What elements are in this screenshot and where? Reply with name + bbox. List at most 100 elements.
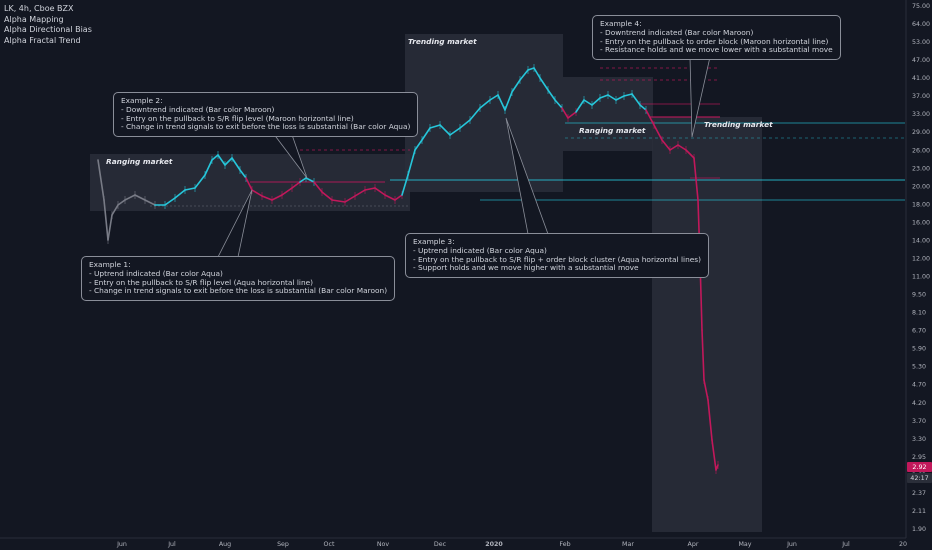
candle-segment bbox=[615, 95, 625, 101]
price-tick-label: 23.00 bbox=[912, 165, 930, 172]
price-tick-label: 12.00 bbox=[912, 255, 930, 262]
price-tick-label: 75.00 bbox=[912, 3, 930, 10]
candle-segment bbox=[224, 157, 233, 166]
region-box-trending-2 bbox=[652, 117, 762, 532]
candle-segment bbox=[554, 99, 563, 109]
candle-segment bbox=[701, 329, 705, 381]
price-tick-label: 64.00 bbox=[912, 21, 930, 28]
region-boxes bbox=[90, 34, 762, 532]
price-tick-label: 53.00 bbox=[912, 39, 930, 46]
candle-segment bbox=[685, 149, 695, 159]
candle-segment bbox=[103, 199, 109, 241]
region-label-trending-2: Trending market bbox=[704, 120, 773, 129]
time-tick-label: May bbox=[738, 541, 751, 548]
candle-segment bbox=[583, 99, 593, 106]
time-tick-label: Nov bbox=[377, 541, 390, 548]
price-tick-label: 18.00 bbox=[912, 201, 930, 208]
candle-segment bbox=[669, 144, 679, 151]
callout-line: - Change in trend signals to exit before… bbox=[89, 286, 388, 296]
candle-segment bbox=[184, 187, 196, 191]
candle-segment bbox=[211, 154, 219, 161]
candle-segment bbox=[449, 127, 461, 136]
bar-countdown-tag: 42:17 bbox=[907, 473, 932, 483]
price-tick-label: 33.00 bbox=[912, 111, 930, 118]
price-tick-label: 2.37 bbox=[912, 490, 926, 497]
callout-example-1[interactable]: Example 1: - Uptrend indicated (Bar colo… bbox=[81, 256, 396, 302]
candle-segment bbox=[401, 174, 409, 196]
region-box-trending-1 bbox=[405, 34, 563, 192]
candle-segment bbox=[639, 104, 647, 111]
callout-example-2[interactable]: Example 2: - Downtrend indicated (Bar co… bbox=[113, 92, 419, 138]
candle-segment bbox=[174, 189, 186, 199]
candle-segment bbox=[107, 214, 113, 241]
symbol-title[interactable]: LK, 4h, Cboe BZX bbox=[4, 4, 74, 13]
candle-segment bbox=[384, 194, 396, 201]
candle-segment bbox=[607, 94, 617, 101]
candle-segment bbox=[245, 177, 253, 191]
candle-segment bbox=[707, 399, 713, 441]
time-tick-label: Jun bbox=[116, 541, 127, 548]
time-tick-label: Aug bbox=[219, 541, 231, 548]
candle-segment bbox=[591, 97, 601, 106]
price-tick-label: 16.00 bbox=[912, 219, 930, 226]
time-tick-label: Mar bbox=[622, 541, 634, 548]
candle-segment bbox=[313, 181, 323, 193]
callout-example-4[interactable]: Example 4: - Downtrend indicated (Bar co… bbox=[592, 15, 841, 61]
callout-title: Example 3: bbox=[413, 237, 455, 246]
indicator-alpha-directional-bias[interactable]: Alpha Directional Bias bbox=[4, 25, 92, 34]
candle-segment bbox=[631, 93, 641, 106]
callout-example-3[interactable]: Example 3: - Uptrend indicated (Bar colo… bbox=[405, 233, 710, 279]
price-tick-label: 9.50 bbox=[912, 292, 926, 299]
region-label-trending-1: Trending market bbox=[408, 37, 477, 46]
price-tick-label: 14.00 bbox=[912, 237, 930, 244]
candle-segment bbox=[321, 191, 333, 201]
candle-segment bbox=[693, 157, 699, 201]
chart-legend: LK, 4h, Cboe BZX Alpha Mapping Alpha Dir… bbox=[4, 4, 92, 46]
candle-segment bbox=[527, 67, 535, 71]
candle-segment bbox=[459, 119, 471, 129]
candle-segment bbox=[111, 204, 119, 216]
candles bbox=[97, 64, 719, 474]
candle-segment bbox=[539, 77, 549, 91]
candle-segment bbox=[489, 94, 499, 101]
candle-segment bbox=[394, 194, 403, 201]
candle-segment bbox=[575, 99, 585, 113]
candle-segment bbox=[331, 199, 346, 203]
price-tick-label: 41.00 bbox=[912, 75, 930, 82]
candle-segment bbox=[645, 109, 655, 126]
price-tick-label: 8.10 bbox=[912, 310, 926, 317]
time-tick-label: Jul bbox=[841, 541, 850, 548]
candle-segment bbox=[497, 94, 506, 111]
candle-segment bbox=[547, 89, 556, 101]
candle-segment bbox=[421, 127, 431, 141]
callout-line: - Downtrend indicated (Bar color Maroon) bbox=[600, 27, 754, 37]
callout-line: - Entry on the pullback to S/R flip + or… bbox=[413, 254, 702, 264]
candle-segment bbox=[134, 194, 146, 201]
time-tick-label: Oct bbox=[324, 541, 335, 548]
price-tick-label: 37.00 bbox=[912, 93, 930, 100]
time-axis[interactable]: Jun Jul Aug Sep Oct Nov Dec 2020 Feb Mar Apr May Jun… bbox=[0, 537, 907, 548]
indicator-alpha-mapping[interactable]: Alpha Mapping bbox=[4, 14, 64, 24]
price-tick-label: 3.70 bbox=[912, 418, 926, 425]
time-tick-label: 2020 bbox=[485, 541, 503, 548]
candle-segment bbox=[299, 177, 307, 183]
price-tick-label: 5.90 bbox=[912, 346, 926, 353]
callout-line: - Uptrend indicated (Bar color Aqua) bbox=[413, 245, 547, 255]
indicator-alpha-fractal-trend[interactable]: Alpha Fractal Trend bbox=[4, 35, 81, 45]
candle-segment bbox=[364, 187, 376, 191]
candle-segment bbox=[374, 187, 386, 196]
candle-segment bbox=[97, 159, 105, 201]
candle-segment bbox=[144, 199, 156, 206]
price-axis[interactable]: 75.00 64.00 53.00 47.00 41.00 37.00 33.00 29.00… bbox=[905, 0, 930, 538]
callout-line: - Downtrend indicated (Bar color Maroon) bbox=[121, 104, 275, 114]
callout-line: - Entry on the pullback to order block (… bbox=[600, 36, 829, 46]
price-tick-label: 47.00 bbox=[912, 57, 930, 64]
price-tick-label: 6.70 bbox=[912, 328, 926, 335]
price-tick-label: 2.95 bbox=[912, 454, 926, 461]
candle-segment bbox=[567, 111, 577, 119]
price-tick-label: 1.90 bbox=[912, 526, 926, 533]
callout-title: Example 2: bbox=[121, 96, 163, 105]
region-label-ranging-1: Ranging market bbox=[106, 157, 173, 166]
candle-segment bbox=[217, 154, 226, 166]
